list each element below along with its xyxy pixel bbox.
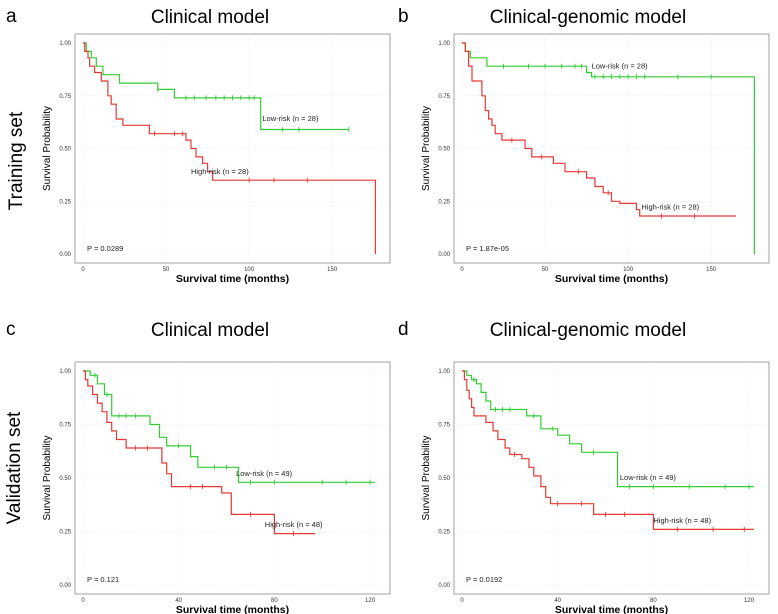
panel-title: Clinical-genomic model	[490, 320, 686, 341]
km-panel-b: b Clinical-genomic model 0.00 0.25 0.50 0.75 1…	[398, 6, 770, 285]
high-risk-label: High-risk (n = 48)	[265, 520, 323, 529]
km-panel-d: d Clinical-genomic model 0.00 0.25 0.50 0.75 1…	[398, 319, 770, 614]
y-tick-label: 0.25	[438, 530, 450, 536]
x-axis-label: Survival time (months)	[555, 604, 668, 614]
x-tick-label: 150	[706, 267, 717, 273]
km-panel-c: c Clinical model 0.00 0.25 0.50 0.75 1.00 0 40 80…	[6, 319, 391, 614]
p-value-label: P = 0.121	[87, 575, 119, 584]
y-axis-label: Survival Probability	[421, 106, 432, 191]
panel-letter: a	[6, 6, 17, 27]
p-value-label: P = 1.87e-05	[466, 244, 509, 253]
panel-title: Clinical model	[151, 7, 269, 28]
x-tick-label: 40	[554, 598, 561, 604]
low-risk-label: Low-risk (n = 28)	[262, 114, 319, 123]
y-tick-label: 0.25	[59, 530, 71, 536]
low-risk-curve	[83, 42, 349, 131]
km-panel-a: a Clinical model 0.00 0.25 0.50 0.75 1.00 0 50 10…	[6, 6, 391, 285]
y-tick-label: 0.00	[438, 252, 450, 258]
x-tick-label: 0	[81, 598, 85, 604]
x-tick-label: 80	[650, 598, 657, 604]
high-risk-curve	[83, 42, 376, 254]
high-risk-label: High-risk (n = 28)	[641, 203, 699, 212]
y-tick-label: 1.00	[438, 369, 450, 375]
x-tick-label: 0	[81, 267, 85, 273]
y-tick-label: 0.00	[438, 583, 450, 589]
y-tick-label: 0.75	[59, 423, 71, 429]
panel-letter: d	[398, 319, 409, 340]
x-tick-label: 120	[744, 598, 755, 604]
x-tick-label: 0	[460, 598, 464, 604]
y-axis-label: Survival Probability	[421, 435, 432, 520]
x-axis-label: Survival time (months)	[176, 273, 289, 285]
x-tick-label: 100	[244, 267, 255, 273]
panel-letter: b	[398, 6, 409, 27]
x-tick-label: 100	[623, 267, 634, 273]
y-tick-label: 0.25	[438, 199, 450, 205]
p-value-label: P = 0.0192	[466, 575, 502, 584]
high-risk-label: High-risk (n = 48)	[653, 516, 711, 525]
high-risk-label: High-risk (n = 28)	[191, 167, 249, 176]
low-risk-label: Low-risk (n = 49)	[236, 469, 293, 478]
panel-title: Clinical-genomic model	[490, 7, 686, 28]
y-tick-label: 0.25	[59, 199, 71, 205]
x-tick-label: 50	[542, 267, 549, 273]
x-axis-label: Survival time (months)	[555, 273, 668, 285]
y-tick-label: 0.50	[438, 476, 450, 482]
y-tick-label: 1.00	[438, 41, 450, 47]
x-tick-label: 120	[365, 598, 376, 604]
x-axis-label: Survival time (months)	[176, 604, 289, 614]
y-tick-label: 1.00	[59, 41, 71, 47]
x-tick-label: 80	[271, 598, 278, 604]
y-tick-label: 0.75	[438, 423, 450, 429]
low-risk-label: Low-risk (n = 28)	[592, 61, 649, 70]
y-tick-label: 0.75	[59, 94, 71, 100]
x-tick-label: 150	[327, 267, 338, 273]
high-risk-curve	[462, 370, 754, 530]
x-tick-label: 0	[460, 267, 464, 273]
y-tick-label: 0.50	[438, 147, 450, 153]
high-risk-curve	[83, 370, 315, 535]
y-tick-label: 0.50	[59, 476, 71, 482]
panel-letter: c	[6, 319, 16, 340]
low-risk-curve	[83, 370, 375, 483]
y-tick-label: 0.00	[59, 252, 71, 258]
p-value-label: P = 0.0289	[87, 244, 123, 253]
y-axis-label: Survival Probability	[42, 106, 53, 191]
panel-title: Clinical model	[151, 320, 269, 341]
y-tick-label: 0.50	[59, 147, 71, 153]
y-tick-label: 1.00	[59, 369, 71, 375]
x-tick-label: 40	[175, 598, 182, 604]
y-axis-label: Survival Probability	[42, 435, 53, 520]
low-risk-label: Low-risk (n = 49)	[620, 473, 677, 482]
high-risk-curve	[462, 42, 737, 217]
y-tick-label: 0.75	[438, 94, 450, 100]
x-tick-label: 50	[163, 267, 170, 273]
y-tick-label: 0.00	[59, 583, 71, 589]
